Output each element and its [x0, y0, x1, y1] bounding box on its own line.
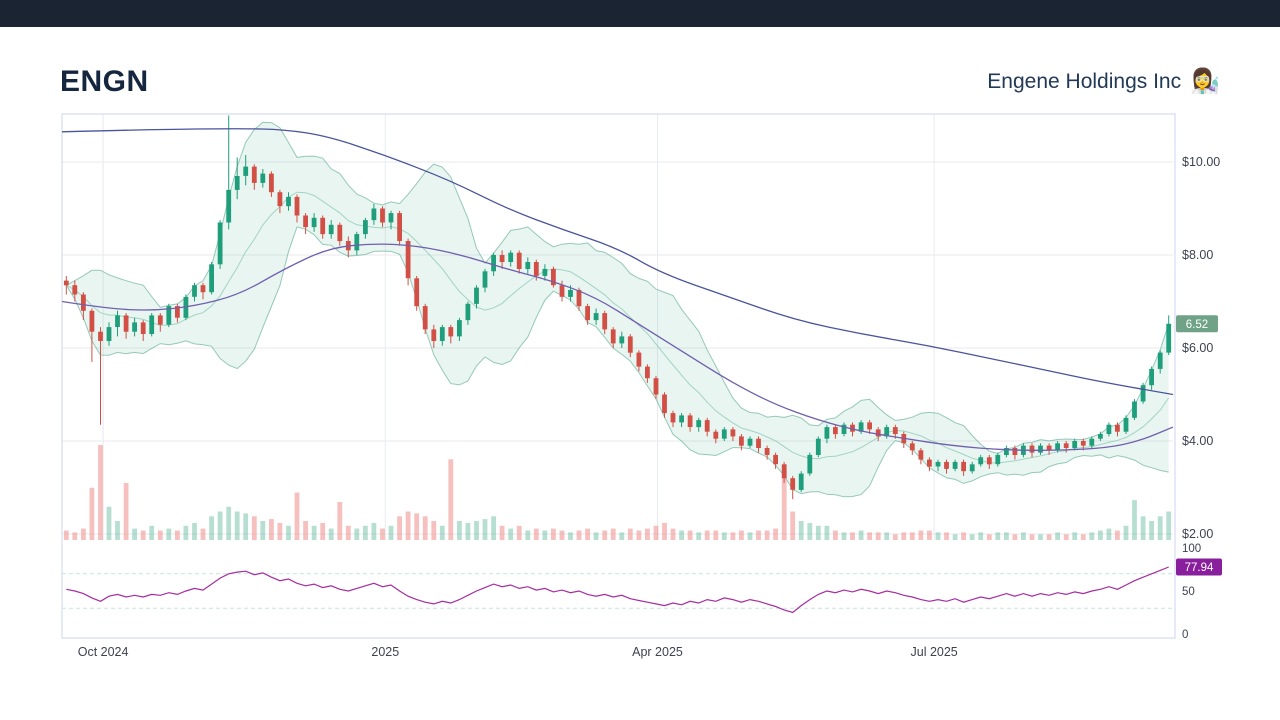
- svg-text:50: 50: [1182, 586, 1195, 598]
- svg-text:Jul 2025: Jul 2025: [911, 645, 958, 659]
- top-navigation-bar: [0, 0, 1280, 27]
- svg-text:$6.00: $6.00: [1182, 341, 1213, 355]
- price-axis-labels: $10.00 $8.00 $6.00 $4.00 $2.00: [1182, 155, 1220, 541]
- ticker-symbol: ENGN: [60, 65, 149, 98]
- svg-text:77.94: 77.94: [1185, 562, 1214, 574]
- svg-text:6.52: 6.52: [1186, 319, 1208, 331]
- svg-text:$8.00: $8.00: [1182, 248, 1213, 262]
- svg-text:$2.00: $2.00: [1182, 527, 1213, 541]
- moving-averages: [62, 128, 1173, 451]
- rsi-line: [66, 566, 1169, 614]
- volume-bars: [63, 445, 1172, 541]
- rsi-badge: 77.94: [1176, 558, 1222, 576]
- candles: [63, 115, 1172, 500]
- plot-border: [61, 113, 1176, 639]
- company-name-wrap: Engene Holdings Inc 👩‍🔬: [987, 70, 1220, 94]
- svg-text:100: 100: [1182, 543, 1201, 555]
- x-axis-labels: Oct 2024 2025 Apr 2025 Jul 2025: [78, 645, 958, 659]
- rsi-axis-labels: 100 50 0: [1182, 543, 1201, 641]
- page-header: ENGN Engene Holdings Inc 👩‍🔬: [60, 62, 1220, 102]
- bollinger-band: [65, 121, 1170, 498]
- svg-text:$10.00: $10.00: [1182, 155, 1220, 169]
- svg-text:2025: 2025: [371, 645, 399, 659]
- sma-mid-line: [62, 243, 1173, 451]
- sma-long-line: [62, 128, 1173, 396]
- last-price-badge: 6.52: [1176, 315, 1218, 333]
- svg-text:Oct 2024: Oct 2024: [78, 645, 129, 659]
- grid-lines: [62, 114, 1173, 540]
- rsi-panel: [62, 566, 1173, 614]
- woman-scientist-emoji-icon: 👩‍🔬: [1190, 68, 1220, 95]
- svg-text:0: 0: [1182, 629, 1188, 641]
- svg-text:$4.00: $4.00: [1182, 434, 1213, 448]
- company-name: Engene Holdings Inc: [987, 70, 1182, 93]
- svg-text:Apr 2025: Apr 2025: [632, 645, 683, 659]
